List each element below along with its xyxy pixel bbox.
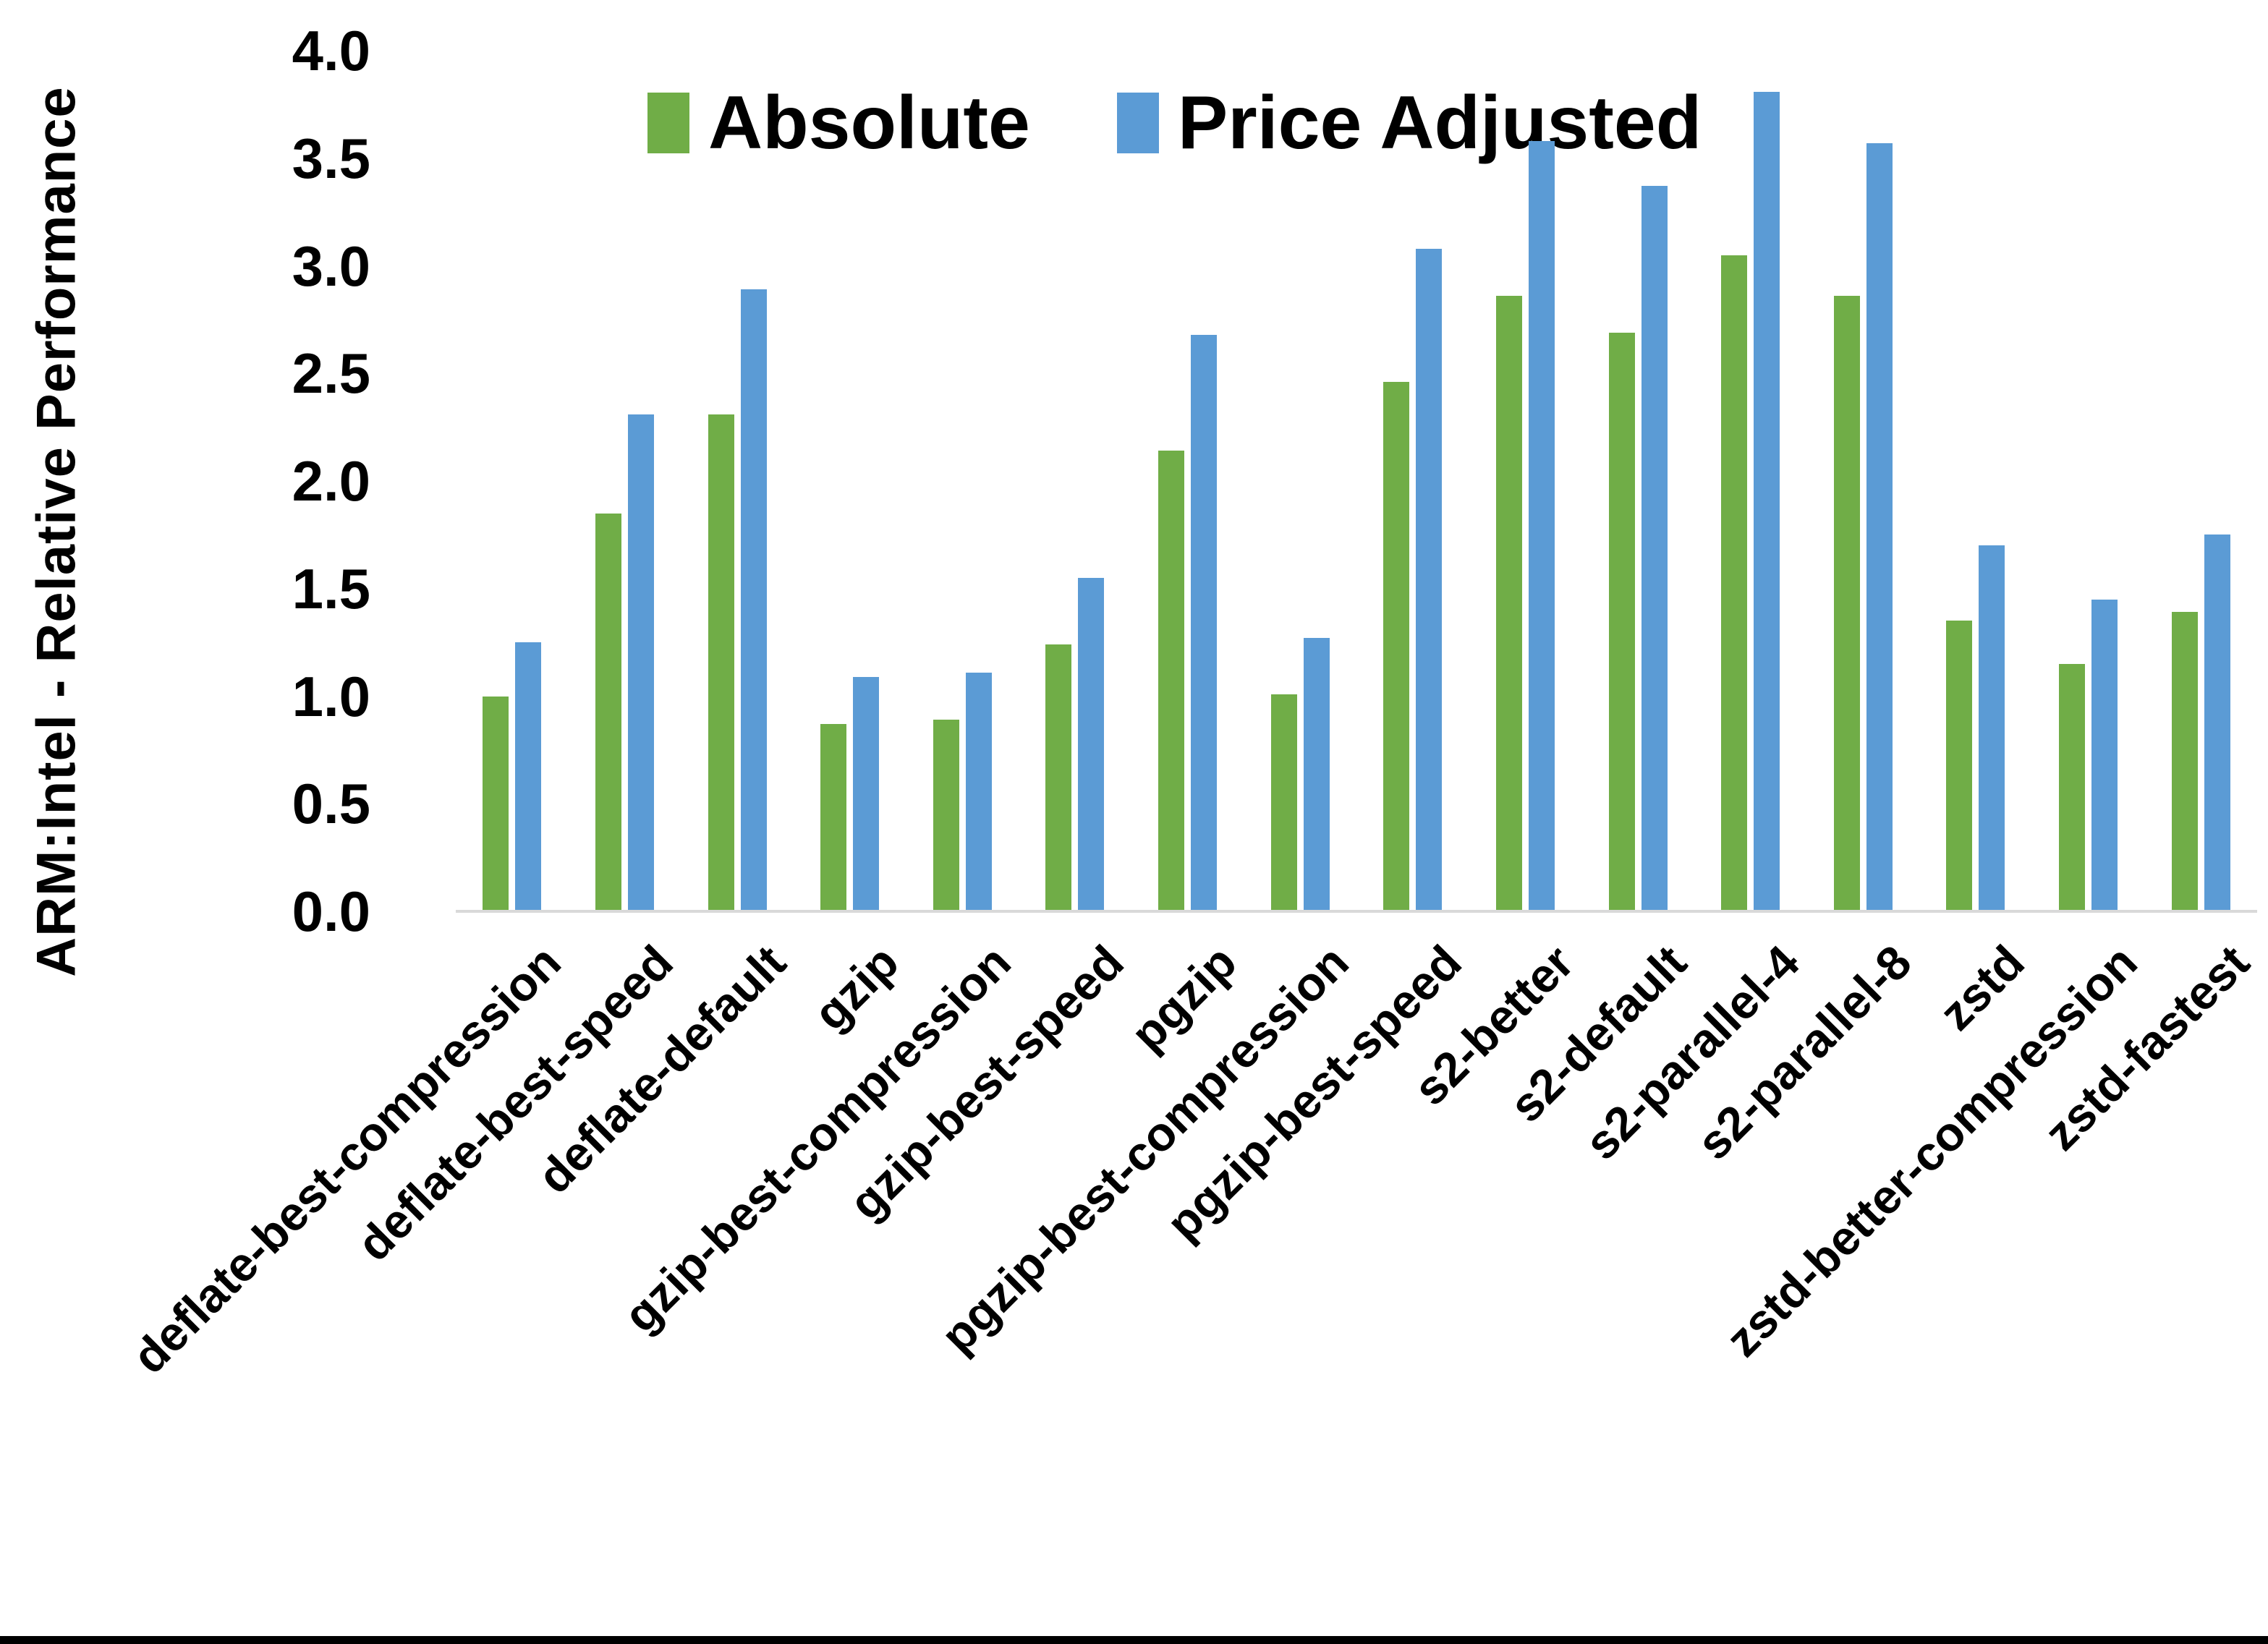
legend-swatch-price-adjusted bbox=[1116, 93, 1159, 153]
legend-item-absolute: Absolute bbox=[647, 85, 1030, 161]
legend: Absolute Price Adjusted bbox=[647, 85, 1702, 161]
bar-absolute-s2-default bbox=[1608, 332, 1635, 911]
bar-price-adjusted-s2-parallel-4 bbox=[1754, 91, 1780, 911]
bar-price-adjusted-gzip bbox=[853, 676, 880, 911]
bar-price-adjusted-zstd-better-compression bbox=[2091, 599, 2118, 911]
bar-price-adjusted-deflate-best-speed bbox=[627, 414, 654, 911]
bar-price-adjusted-deflate-best-compression bbox=[515, 642, 542, 911]
bar-price-adjusted-s2-parallel-8 bbox=[1866, 142, 1893, 911]
y-tick-label: 4.0 bbox=[292, 19, 370, 82]
legend-item-price-adjusted: Price Adjusted bbox=[1116, 81, 1702, 165]
bar-price-adjusted-s2-default bbox=[1641, 186, 1668, 911]
bar-price-adjusted-zstd bbox=[1979, 545, 2005, 911]
bar-price-adjusted-pgzip bbox=[1191, 334, 1218, 911]
y-tick-label: 2.0 bbox=[292, 449, 370, 513]
bar-price-adjusted-zstd-fastest bbox=[2204, 534, 2230, 911]
bar-price-adjusted-deflate-default bbox=[740, 289, 767, 911]
bar-absolute-s2-parallel-4 bbox=[1721, 255, 1748, 911]
bar-absolute-zstd-fastest bbox=[2171, 612, 2198, 911]
bar-absolute-s2-parallel-8 bbox=[1833, 296, 1860, 911]
bar-absolute-deflate-best-speed bbox=[595, 513, 621, 911]
bar-absolute-pgzip bbox=[1158, 451, 1185, 911]
legend-label-price-adjusted: Price Adjusted bbox=[1177, 81, 1702, 165]
bar-price-adjusted-gzip-best-speed bbox=[1078, 577, 1105, 911]
bar-absolute-gzip-best-compression bbox=[933, 720, 959, 911]
bottom-border bbox=[0, 1636, 2268, 1644]
legend-swatch-absolute bbox=[647, 93, 689, 153]
bar-absolute-zstd bbox=[1946, 621, 1973, 911]
y-tick-label: 0.0 bbox=[292, 880, 370, 943]
y-tick-label: 3.0 bbox=[292, 234, 370, 298]
bar-absolute-deflate-best-compression bbox=[483, 696, 509, 911]
y-tick-label: 1.5 bbox=[292, 556, 370, 621]
bar-price-adjusted-gzip-best-compression bbox=[965, 672, 992, 911]
legend-label-absolute: Absolute bbox=[708, 81, 1030, 165]
y-tick-label: 2.5 bbox=[292, 341, 370, 406]
bar-absolute-s2-better bbox=[1495, 296, 1522, 911]
bar-price-adjusted-pgzip-best-speed bbox=[1416, 248, 1443, 911]
bar-absolute-gzip-best-speed bbox=[1045, 644, 1072, 911]
y-tick-label: 0.5 bbox=[292, 772, 370, 836]
bar-absolute-gzip bbox=[820, 724, 847, 911]
x-axis-line bbox=[456, 910, 2257, 913]
bar-price-adjusted-pgzip-best-compression bbox=[1303, 638, 1330, 911]
bar-absolute-pgzip-best-compression bbox=[1270, 694, 1297, 911]
bar-absolute-deflate-default bbox=[708, 414, 734, 911]
bar-absolute-pgzip-best-speed bbox=[1383, 382, 1410, 911]
bar-price-adjusted-s2-better bbox=[1528, 140, 1555, 911]
y-tick-label: 3.5 bbox=[292, 126, 370, 190]
bar-absolute-zstd-better-compression bbox=[2059, 663, 2086, 911]
y-tick-label: 1.0 bbox=[292, 664, 370, 728]
